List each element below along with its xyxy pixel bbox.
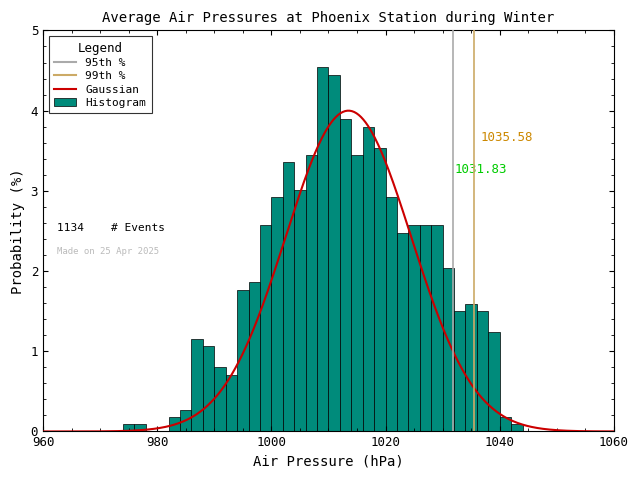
Bar: [123, 424, 134, 432]
Bar: [214, 367, 226, 432]
Bar: [351, 155, 363, 432]
Bar: [454, 311, 465, 432]
Bar: [385, 197, 397, 432]
Bar: [397, 233, 408, 432]
Bar: [191, 339, 203, 432]
X-axis label: Air Pressure (hPa): Air Pressure (hPa): [253, 455, 404, 469]
Bar: [180, 410, 191, 432]
Bar: [260, 225, 271, 432]
Bar: [420, 225, 431, 432]
Bar: [340, 120, 351, 432]
Bar: [203, 347, 214, 432]
Bar: [248, 282, 260, 432]
Bar: [431, 225, 443, 432]
Bar: [271, 197, 283, 432]
Bar: [306, 155, 317, 432]
Bar: [511, 424, 522, 432]
Text: 1035.58: 1035.58: [480, 131, 532, 144]
Bar: [374, 147, 385, 432]
Text: 1134    # Events: 1134 # Events: [58, 223, 165, 233]
Bar: [328, 74, 340, 432]
Y-axis label: Probability (%): Probability (%): [11, 168, 25, 294]
Bar: [363, 127, 374, 432]
Title: Average Air Pressures at Phoenix Station during Winter: Average Air Pressures at Phoenix Station…: [102, 11, 555, 25]
Bar: [237, 289, 248, 432]
Bar: [500, 417, 511, 432]
Bar: [168, 417, 180, 432]
Bar: [408, 225, 420, 432]
Bar: [226, 374, 237, 432]
Text: 1031.83: 1031.83: [454, 163, 507, 176]
Bar: [283, 162, 294, 432]
Bar: [317, 67, 328, 432]
Bar: [465, 304, 477, 432]
Bar: [488, 332, 500, 432]
Bar: [134, 424, 146, 432]
Bar: [294, 190, 306, 432]
Bar: [443, 268, 454, 432]
Legend: 95th %, 99th %, Gaussian, Histogram: 95th %, 99th %, Gaussian, Histogram: [49, 36, 152, 113]
Text: Made on 25 Apr 2025: Made on 25 Apr 2025: [58, 247, 159, 256]
Bar: [477, 311, 488, 432]
